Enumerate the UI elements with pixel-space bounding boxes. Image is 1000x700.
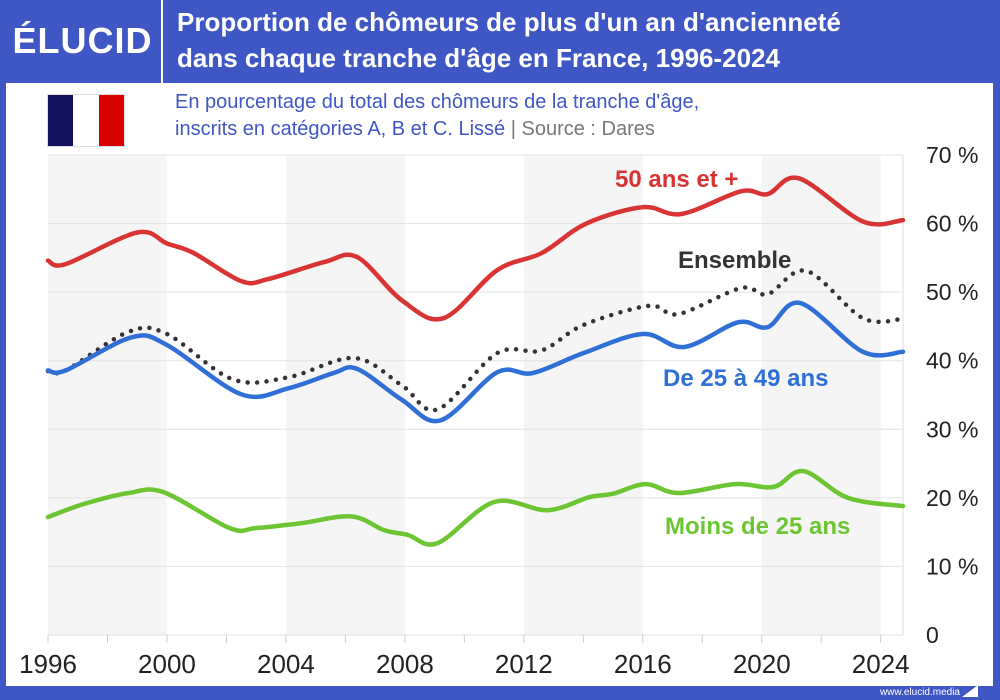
background-stripe: [523, 155, 643, 635]
y-tick-label: 0: [926, 622, 939, 648]
header-divider: [161, 0, 163, 83]
y-tick-label: 10 %: [926, 553, 978, 579]
series-line-2: [45, 268, 906, 413]
background-stripe: [761, 155, 881, 635]
series-label: Ensemble: [678, 247, 791, 274]
background-stripe: [48, 155, 167, 635]
elucid-logo: ÉLUCID: [12, 20, 153, 61]
source-separator: |: [510, 118, 516, 140]
series-label: 50 ans et +: [615, 166, 738, 193]
x-tick-label: 2012: [495, 649, 553, 679]
series-label: Moins de 25 ans: [665, 513, 850, 540]
y-tick-label: 40 %: [926, 348, 978, 374]
france-flag-icon: [47, 94, 125, 147]
x-tick-label: 2016: [614, 649, 672, 679]
x-tick-label: 2008: [376, 649, 434, 679]
chart-title: Proportion de chômeurs de plus d'un an d…: [177, 4, 841, 76]
series-line-3: [45, 300, 906, 424]
x-tick-label: 2020: [733, 649, 791, 679]
series-label: De 25 à 49 ans: [663, 365, 828, 392]
subtitle-line-2: inscrits en catégories A, B et C. Lissé: [175, 118, 506, 140]
x-tick-label: 1996: [19, 649, 77, 679]
chart-subtitle: En pourcentage du total des chômeurs de …: [175, 89, 699, 143]
series-line-1: [45, 175, 906, 322]
series-line-4: [45, 468, 906, 547]
y-tick-label: 70 %: [926, 142, 978, 168]
y-tick-label: 20 %: [926, 485, 978, 511]
title-line-1: Proportion de chômeurs de plus d'un an d…: [177, 7, 841, 37]
elucid-mark-icon: [962, 685, 978, 697]
x-tick-label: 2024: [852, 649, 910, 679]
background-stripe: [285, 155, 405, 635]
footer-url: www.elucid.media: [879, 687, 960, 698]
x-tick-label: 2000: [138, 649, 196, 679]
y-tick-label: 30 %: [926, 416, 978, 442]
title-line-2: dans chaque tranche d'âge en France, 199…: [177, 43, 781, 73]
subtitle-line-1: En pourcentage du total des chômeurs de …: [175, 91, 700, 113]
y-tick-label: 60 %: [926, 211, 978, 237]
y-tick-label: 50 %: [926, 279, 978, 305]
source: Source : Dares: [521, 118, 655, 140]
x-tick-label: 2004: [257, 649, 315, 679]
